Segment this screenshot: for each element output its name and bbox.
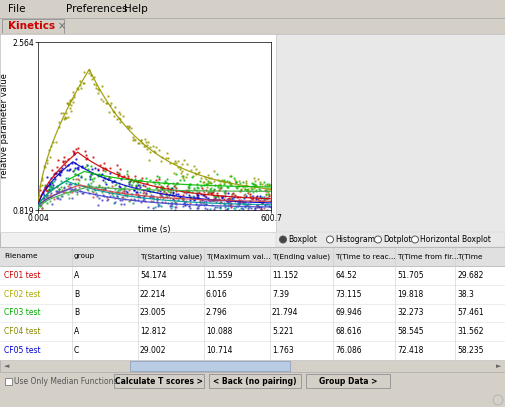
Text: 29.682: 29.682 bbox=[457, 271, 483, 280]
Bar bbox=[0, 247, 505, 360]
Text: A: A bbox=[74, 327, 79, 336]
Text: CF05 test: CF05 test bbox=[4, 346, 40, 355]
Text: CF03 test: CF03 test bbox=[4, 309, 40, 317]
Text: 73.115: 73.115 bbox=[335, 290, 362, 299]
FancyBboxPatch shape bbox=[306, 374, 390, 388]
FancyBboxPatch shape bbox=[114, 374, 204, 388]
FancyBboxPatch shape bbox=[2, 19, 64, 33]
FancyBboxPatch shape bbox=[209, 374, 301, 388]
Text: T(Time: T(Time bbox=[457, 253, 482, 260]
Text: CF02 test: CF02 test bbox=[4, 290, 40, 299]
Bar bbox=[276, 232, 505, 247]
Text: 76.086: 76.086 bbox=[335, 346, 362, 355]
Text: 21.794: 21.794 bbox=[272, 309, 298, 317]
Bar bbox=[0, 18, 505, 34]
Text: T(Maximum val...: T(Maximum val... bbox=[206, 253, 271, 260]
Bar bbox=[0, 266, 505, 284]
Text: Help: Help bbox=[124, 4, 148, 14]
Text: 38.3: 38.3 bbox=[457, 290, 474, 299]
Text: 68.616: 68.616 bbox=[335, 327, 362, 336]
Text: 23.005: 23.005 bbox=[140, 309, 167, 317]
Text: 69.946: 69.946 bbox=[335, 309, 362, 317]
Bar bbox=[0, 0, 505, 18]
Text: CF01 test: CF01 test bbox=[4, 271, 40, 280]
Circle shape bbox=[493, 395, 503, 405]
Text: 57.461: 57.461 bbox=[457, 309, 484, 317]
Text: Boxplot: Boxplot bbox=[288, 235, 317, 244]
Bar bbox=[0, 360, 505, 372]
Text: 10.714: 10.714 bbox=[206, 346, 232, 355]
Bar bbox=[276, 34, 505, 232]
Text: Preferences: Preferences bbox=[66, 4, 127, 14]
Text: < Back (no pairing): < Back (no pairing) bbox=[213, 376, 297, 385]
Bar bbox=[0, 322, 505, 341]
Text: Horizontal Boxplot: Horizontal Boxplot bbox=[420, 235, 491, 244]
Text: 6.016: 6.016 bbox=[206, 290, 228, 299]
Text: group: group bbox=[74, 254, 95, 259]
Text: 2.796: 2.796 bbox=[206, 309, 228, 317]
Text: 7.39: 7.39 bbox=[272, 290, 289, 299]
Text: T(Time from fir...: T(Time from fir... bbox=[397, 253, 459, 260]
Text: 22.214: 22.214 bbox=[140, 290, 166, 299]
Text: 11.559: 11.559 bbox=[206, 271, 232, 280]
Bar bbox=[0, 247, 505, 266]
Text: 31.562: 31.562 bbox=[457, 327, 483, 336]
Text: T(Starting value): T(Starting value) bbox=[140, 253, 202, 260]
Text: Use Only Median Functions: Use Only Median Functions bbox=[14, 376, 118, 385]
Text: 1.763: 1.763 bbox=[272, 346, 294, 355]
Text: File: File bbox=[8, 4, 25, 14]
Text: ►: ► bbox=[495, 363, 501, 369]
Text: Kinetics: Kinetics bbox=[8, 21, 55, 31]
Bar bbox=[0, 372, 505, 390]
Text: 72.418: 72.418 bbox=[397, 346, 423, 355]
Text: Dotplot: Dotplot bbox=[383, 235, 412, 244]
X-axis label: time (s): time (s) bbox=[138, 225, 171, 234]
Text: T(Ending value): T(Ending value) bbox=[272, 253, 330, 260]
Bar bbox=[0, 34, 505, 390]
Text: 5.221: 5.221 bbox=[272, 327, 293, 336]
Text: 29.002: 29.002 bbox=[140, 346, 167, 355]
Text: 58.235: 58.235 bbox=[457, 346, 483, 355]
Bar bbox=[5, 378, 12, 385]
Circle shape bbox=[279, 236, 286, 243]
Text: ×: × bbox=[58, 21, 66, 31]
Text: 32.273: 32.273 bbox=[397, 309, 424, 317]
Bar bbox=[130, 361, 290, 371]
Text: B: B bbox=[74, 290, 79, 299]
Y-axis label: relative parameter value: relative parameter value bbox=[1, 74, 9, 178]
Circle shape bbox=[327, 236, 333, 243]
Bar bbox=[0, 304, 505, 322]
Text: Filename: Filename bbox=[4, 254, 37, 259]
Text: 11.152: 11.152 bbox=[272, 271, 298, 280]
Text: A: A bbox=[74, 271, 79, 280]
Circle shape bbox=[375, 236, 381, 243]
Text: CF04 test: CF04 test bbox=[4, 327, 40, 336]
Text: 54.174: 54.174 bbox=[140, 271, 167, 280]
Text: Histogram: Histogram bbox=[335, 235, 375, 244]
Text: Calculate T scores >: Calculate T scores > bbox=[115, 376, 203, 385]
Text: 19.818: 19.818 bbox=[397, 290, 423, 299]
Text: 51.705: 51.705 bbox=[397, 271, 424, 280]
Bar bbox=[0, 341, 505, 360]
Text: 10.088: 10.088 bbox=[206, 327, 232, 336]
Text: B: B bbox=[74, 309, 79, 317]
Text: 58.545: 58.545 bbox=[397, 327, 424, 336]
Bar bbox=[0, 284, 505, 304]
Circle shape bbox=[412, 236, 419, 243]
Bar bbox=[0, 34, 276, 232]
Text: Group Data >: Group Data > bbox=[319, 376, 377, 385]
Text: 64.52: 64.52 bbox=[335, 271, 357, 280]
Text: T(Time to reac...: T(Time to reac... bbox=[335, 253, 396, 260]
Text: C: C bbox=[74, 346, 79, 355]
Bar bbox=[0, 390, 505, 407]
Text: 12.812: 12.812 bbox=[140, 327, 166, 336]
Text: ◄: ◄ bbox=[4, 363, 10, 369]
